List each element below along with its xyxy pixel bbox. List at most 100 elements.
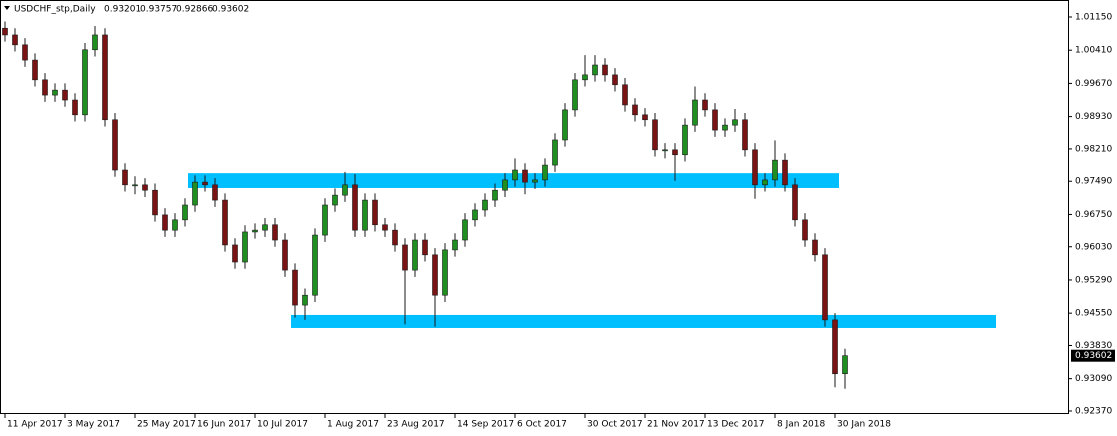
x-tick-label: 13 Dec 2017: [707, 420, 765, 430]
candle-body: [812, 239, 818, 256]
candle-body: [352, 184, 358, 231]
candle-body: [252, 229, 258, 233]
candle-body: [222, 199, 228, 246]
candle-body: [32, 59, 38, 81]
candle-body: [782, 159, 788, 186]
candle-body: [92, 34, 98, 51]
x-tick-label: 30 Oct 2017: [587, 420, 643, 430]
candle-body: [272, 224, 278, 241]
candle-body: [332, 194, 338, 206]
candle-body: [452, 239, 458, 251]
y-tick-label: 0.98930: [1075, 112, 1112, 122]
candle-body: [392, 229, 398, 246]
menu-arrow[interactable]: [4, 6, 10, 10]
header-close: 0.93602: [212, 5, 249, 15]
candle-body: [282, 239, 288, 271]
candle-body: [312, 234, 318, 296]
price-marker-label: 0.93602: [1075, 351, 1112, 361]
candle-body: [682, 124, 688, 156]
candle-body: [342, 184, 348, 196]
y-tick-label: 1.01150: [1075, 13, 1112, 23]
candle-body: [152, 189, 158, 216]
candle-body: [732, 119, 738, 126]
candle-body: [592, 64, 598, 76]
candle-body: [552, 139, 558, 166]
candle-body: [562, 109, 568, 141]
candle-body: [262, 224, 268, 231]
candle-body: [582, 74, 588, 81]
header-low: 0.92866: [176, 5, 213, 15]
candle-body: [662, 149, 668, 152]
zone: [188, 173, 839, 188]
candle-body: [652, 119, 658, 151]
candle-body: [102, 34, 108, 121]
x-tick-label: 16 Jun 2017: [197, 420, 251, 430]
candle-body: [172, 219, 178, 231]
plot-frame: [0, 0, 1069, 414]
x-tick-label: 10 Jul 2017: [257, 420, 308, 430]
x-tick-label: 3 May 2017: [67, 420, 120, 430]
candle-body: [232, 244, 238, 263]
x-tick-label: 25 May 2017: [137, 420, 196, 430]
candle-body: [492, 189, 498, 201]
candle-body: [412, 239, 418, 271]
candle-body: [182, 204, 188, 221]
y-tick-label: 0.94550: [1075, 309, 1112, 319]
x-tick-label: 6 Oct 2017: [517, 420, 567, 430]
candle-body: [542, 164, 548, 181]
candle-body: [402, 244, 408, 271]
candle-body: [752, 149, 758, 186]
y-tick-label: 0.93830: [1075, 341, 1112, 351]
candle-body: [792, 184, 798, 221]
candle-body: [212, 184, 218, 201]
chart-title: USDCHF_stp,Daily: [14, 5, 96, 15]
y-tick-label: 0.98210: [1075, 144, 1112, 154]
candle-body: [372, 199, 378, 226]
candle-body: [672, 149, 678, 156]
candle-body: [762, 179, 768, 186]
x-tick-label: 30 Jan 2018: [837, 420, 891, 430]
candle-body: [462, 219, 468, 241]
candle-body: [632, 104, 638, 116]
candle-body: [242, 231, 248, 263]
candle-body: [22, 44, 28, 61]
candle-body: [602, 64, 608, 76]
candle-body: [472, 209, 478, 221]
y-tick-label: 0.93090: [1075, 374, 1112, 384]
x-tick-label: 14 Sep 2017: [457, 420, 514, 430]
candle-body: [702, 99, 708, 111]
y-tick-label: 1.00410: [1075, 46, 1112, 56]
candle-body: [12, 34, 18, 46]
price-marker: [1071, 349, 1115, 362]
candle-body: [532, 179, 538, 183]
candle-body: [572, 79, 578, 111]
candle-body: [842, 355, 848, 374]
candle-body: [712, 109, 718, 131]
header-open: 0.93201: [104, 5, 141, 15]
candle-body: [82, 49, 88, 116]
candle-body: [42, 79, 48, 96]
candle-body: [192, 181, 198, 206]
x-tick-label: 8 Jan 2018: [777, 420, 825, 430]
candle-body: [442, 249, 448, 296]
candle-body: [112, 119, 118, 171]
x-tick-label: 11 Apr 2017: [7, 420, 63, 430]
candle-body: [162, 214, 168, 231]
x-tick-label: 23 Aug 2017: [387, 420, 445, 430]
candle-body: [202, 181, 208, 186]
candle-body: [622, 84, 628, 106]
candle-body: [502, 179, 508, 191]
candle-body: [302, 294, 308, 306]
candle-body: [422, 239, 428, 256]
candle-body: [832, 319, 838, 375]
candle-body: [642, 114, 648, 121]
y-tick-label: 0.92370: [1075, 406, 1112, 416]
candle-body: [2, 27, 8, 36]
candle-body: [382, 224, 388, 231]
candle-body: [122, 169, 128, 186]
candle-body: [802, 219, 808, 241]
zone: [291, 314, 996, 328]
candle-body: [432, 254, 438, 296]
candle-body: [132, 184, 138, 187]
